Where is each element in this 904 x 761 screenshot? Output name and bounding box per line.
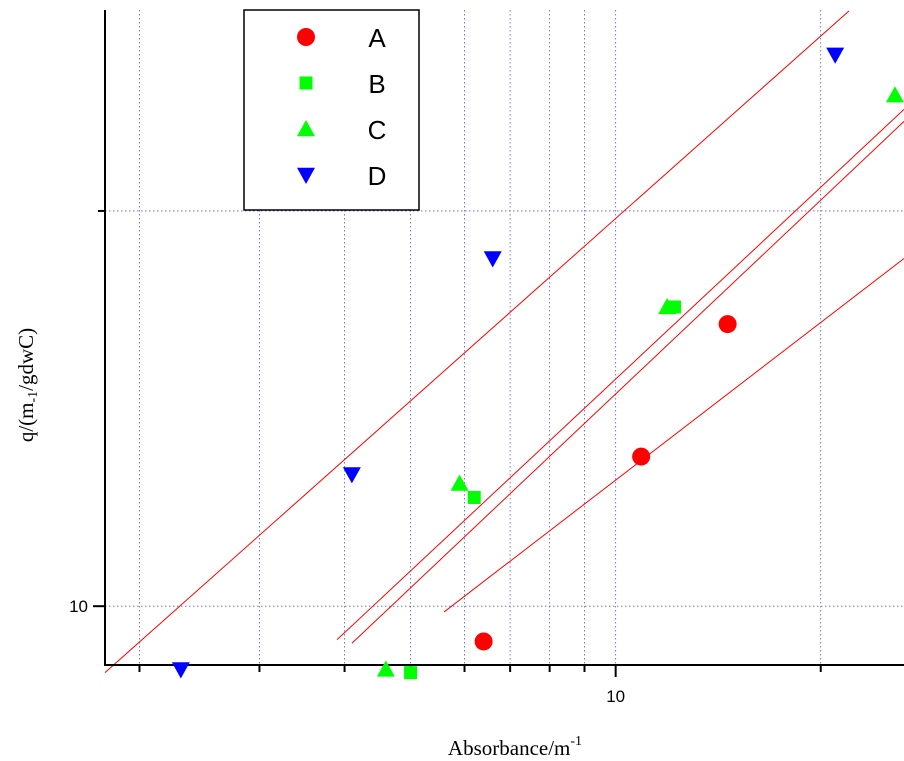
legend-marker-c	[297, 120, 315, 137]
data-point-c	[658, 297, 677, 315]
data-point-c	[450, 474, 469, 491]
fit-lines	[104, 10, 904, 674]
axes	[104, 10, 904, 666]
ticks	[93, 209, 822, 677]
grid	[105, 10, 904, 665]
legend-label-d: D	[368, 161, 387, 191]
data-point-a	[474, 632, 493, 651]
data-point-a	[718, 315, 737, 334]
legend-label-b: B	[368, 69, 385, 99]
y-axis-title: q/(m-1/gdwC)	[14, 328, 41, 442]
x-axis-title: Absorbance/m-1	[448, 734, 582, 760]
fit-line	[443, 258, 904, 613]
legend-box	[243, 9, 420, 211]
data-point-d	[826, 47, 845, 64]
data-point-c	[885, 86, 904, 103]
data-point-d	[483, 251, 502, 268]
fit-line	[351, 121, 904, 644]
fit-line	[336, 109, 904, 641]
data-point-d	[342, 467, 361, 484]
data-point-b	[467, 490, 481, 504]
data-point-a	[632, 447, 651, 466]
legend-marker-d	[297, 167, 315, 184]
data-point-c	[376, 660, 395, 677]
data-points	[171, 47, 904, 680]
legend-marker-b	[299, 76, 313, 90]
fit-line	[104, 10, 850, 674]
legend-label-a: A	[368, 23, 386, 53]
x-tick-label: 10	[606, 687, 625, 706]
legend-marker-a	[297, 28, 315, 46]
legend-label-c: C	[368, 115, 387, 145]
data-point-b	[404, 666, 418, 680]
data-point-d	[171, 662, 190, 679]
tick-labels: 10 10	[69, 597, 625, 706]
y-tick-label: 10	[69, 597, 88, 616]
